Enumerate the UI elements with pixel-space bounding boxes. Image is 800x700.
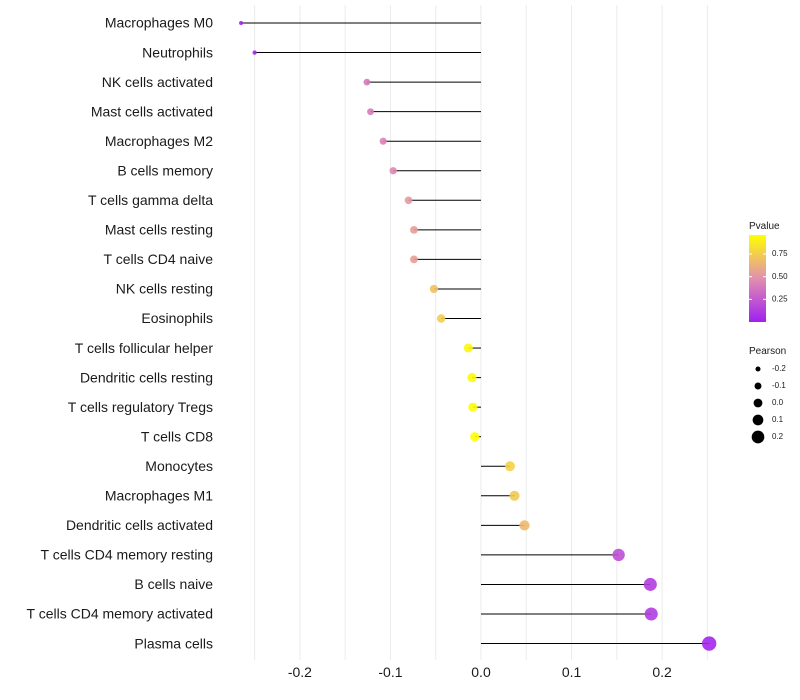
y-tick-label: T cells CD4 naive (104, 251, 214, 267)
lollipop-points (239, 21, 717, 651)
x-tick-label: 0.2 (652, 664, 672, 680)
y-tick-label: Monocytes (145, 458, 213, 474)
pvalue-legend-title: Pvalue (749, 221, 780, 232)
size-legend-key (751, 430, 765, 444)
y-tick-label: Macrophages M1 (105, 488, 213, 504)
lollipop-point (252, 50, 257, 55)
y-tick-label: Mast cells resting (105, 222, 213, 238)
lollipop-point (470, 432, 480, 442)
lollipop-point (612, 548, 625, 562)
size-legend-label: -0.2 (772, 364, 786, 373)
pearson-legend: Pearson -0.2 -0.1 0.0 0.1 0.2 (749, 346, 786, 444)
y-tick-label: B cells naive (134, 576, 213, 592)
pvalue-colorbar (749, 235, 766, 322)
lollipop-point (389, 167, 397, 175)
colorbar-tick-label: 0.25 (772, 294, 788, 303)
size-legend-key (753, 398, 763, 408)
lollipop-segments (241, 22, 710, 645)
lollipop-point (429, 284, 439, 294)
lollipop-point (404, 196, 413, 205)
lollipop-point (463, 343, 473, 353)
y-tick-label: T cells follicular helper (75, 340, 214, 356)
lollipop-point (363, 78, 371, 86)
size-legend-key (754, 382, 762, 390)
x-tick-label: 0.0 (471, 664, 491, 680)
y-tick-label: T cells CD8 (141, 428, 213, 444)
lollipop-point (643, 577, 657, 591)
size-legend-key (755, 366, 761, 372)
size-legend-label: 0.2 (772, 432, 784, 441)
lollipop-point (379, 137, 387, 145)
y-tick-label: NK cells activated (102, 74, 213, 90)
grid-lines (254, 5, 708, 660)
y-tick-label: Plasma cells (134, 635, 213, 651)
y-tick-label: Macrophages M2 (105, 133, 213, 149)
lollipop-point (509, 490, 520, 501)
size-legend-label: -0.1 (772, 381, 786, 390)
lollipop-point (702, 636, 717, 651)
lollipop-point (468, 402, 478, 412)
lollipop-point (410, 255, 418, 264)
y-tick-label: NK cells resting (116, 281, 213, 297)
lollipop-point (367, 108, 374, 116)
lollipop-point (505, 461, 515, 472)
y-tick-label: T cells CD4 memory resting (41, 547, 213, 563)
y-tick-label: T cells gamma delta (88, 192, 213, 208)
pvalue-legend: Pvalue 0.25 0.50 0.75 (749, 221, 788, 322)
x-tick-label: -0.2 (288, 664, 312, 680)
y-tick-label: Dendritic cells activated (66, 517, 213, 533)
y-tick-label: Macrophages M0 (105, 15, 213, 31)
lollipop-point (467, 373, 477, 383)
y-tick-label: T cells CD4 memory activated (27, 606, 213, 622)
x-tick-label: 0.1 (562, 664, 582, 680)
pearson-legend-title: Pearson (749, 346, 786, 357)
lollipop-point (239, 21, 244, 25)
lollipop-point (519, 520, 530, 531)
colorbar-tick-label: 0.75 (772, 249, 788, 258)
lollipop-point (436, 314, 446, 323)
x-axis-labels: -0.2 -0.1 0.0 0.1 0.2 (288, 664, 672, 680)
y-tick-label: Neutrophils (142, 44, 213, 60)
size-legend-label: 0.1 (772, 415, 784, 424)
lollipop-point (410, 225, 418, 234)
y-tick-label: Eosinophils (141, 310, 213, 326)
y-tick-label: T cells regulatory Tregs (68, 399, 213, 415)
size-legend-label: 0.0 (772, 398, 784, 407)
colorbar-tick-label: 0.50 (772, 272, 788, 281)
y-tick-label: Dendritic cells resting (80, 369, 213, 385)
lollipop-point (644, 607, 658, 621)
y-axis-labels: Macrophages M0 Neutrophils NK cells activa… (27, 15, 214, 652)
size-legend-key (752, 414, 764, 426)
y-tick-label: B cells memory (117, 162, 213, 178)
x-tick-label: -0.1 (378, 664, 402, 680)
y-tick-label: Mast cells activated (91, 103, 213, 119)
